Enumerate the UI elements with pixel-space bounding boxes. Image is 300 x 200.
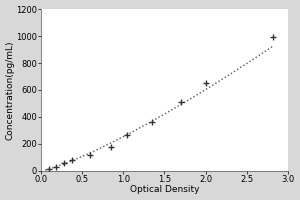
X-axis label: Optical Density: Optical Density: [130, 185, 199, 194]
Y-axis label: Concentration(pg/mL): Concentration(pg/mL): [6, 40, 15, 140]
